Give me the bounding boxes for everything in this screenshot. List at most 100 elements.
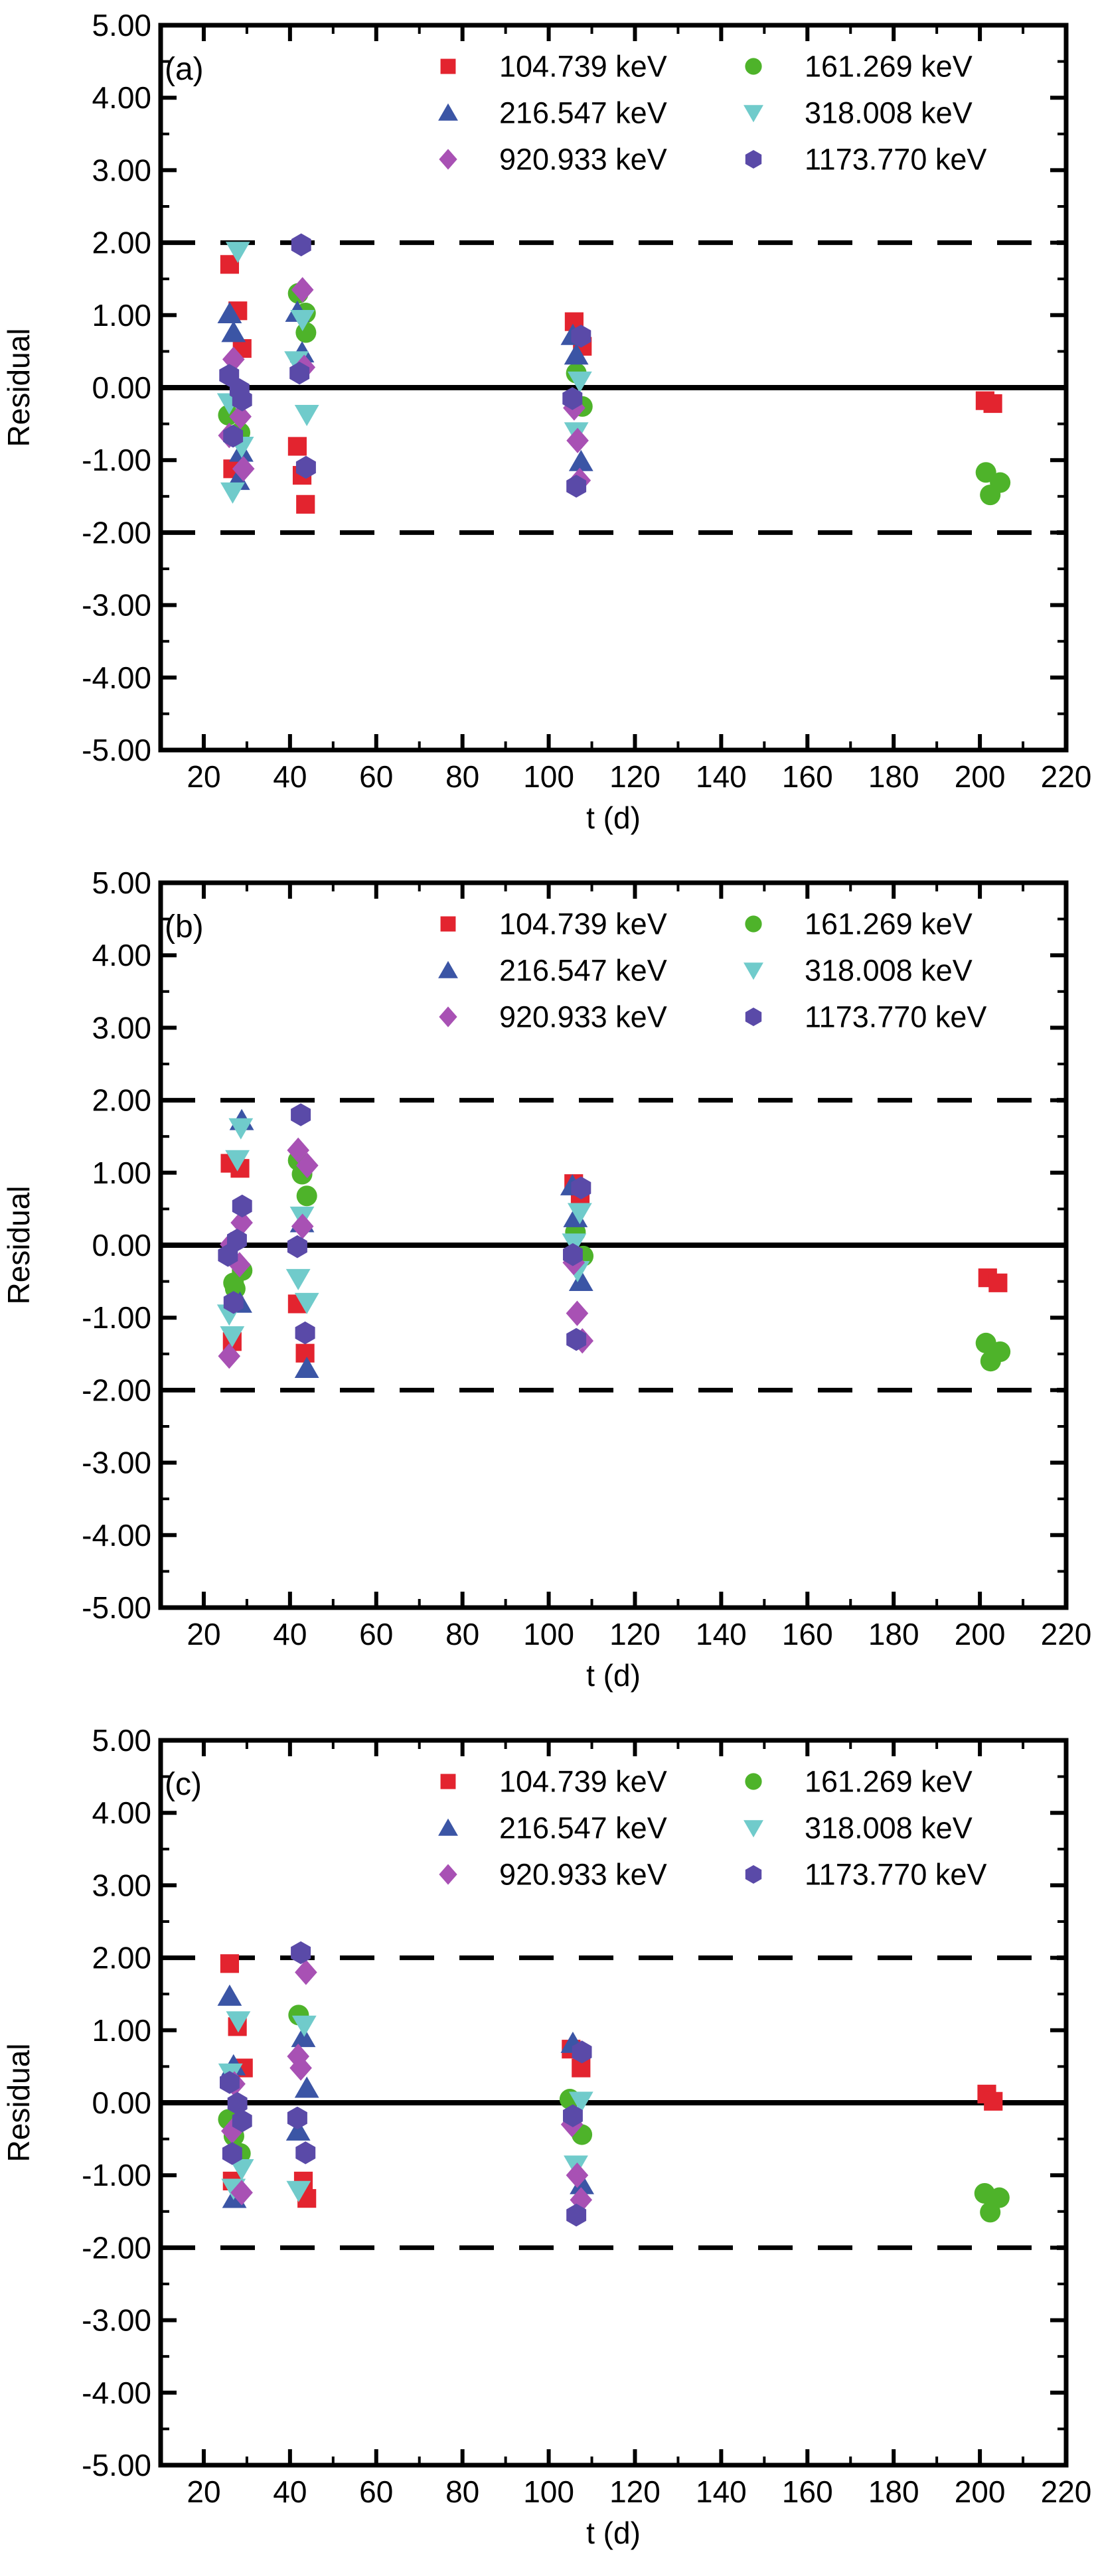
data-point bbox=[295, 2141, 316, 2164]
y-axis-tick-label: -1.00 bbox=[82, 1300, 151, 1335]
legend-label: 920.933 keV bbox=[499, 143, 667, 177]
data-point bbox=[975, 462, 996, 483]
data-point bbox=[232, 388, 252, 412]
data-point bbox=[568, 1270, 593, 1291]
legend-label: 216.547 keV bbox=[499, 96, 667, 130]
legend-label: 216.547 keV bbox=[499, 954, 667, 988]
data-point bbox=[285, 2119, 311, 2141]
y-axis-tick-label: 3.00 bbox=[92, 153, 151, 187]
panel-c: 5.00 4.00 3.00 2.00 1.00 0.00 -1.00 -2.00 -3.00 -… bbox=[1, 1723, 1091, 2550]
series-104-739-keV bbox=[220, 1154, 1008, 1363]
data-point bbox=[294, 1357, 319, 1379]
y-axis-tick-label: -3.00 bbox=[82, 1446, 151, 1480]
circle-legend-icon bbox=[745, 1773, 762, 1790]
y-axis-tick-label: 3.00 bbox=[92, 1868, 151, 1902]
y-axis-tick-label: 2.00 bbox=[92, 1941, 151, 1975]
x-axis-tick-label: 100 bbox=[523, 2474, 574, 2509]
series-161-269-keV bbox=[218, 283, 1011, 506]
x-axis-tick-label: 20 bbox=[187, 759, 220, 794]
data-point bbox=[226, 2011, 251, 2033]
series-920-933-keV bbox=[221, 1959, 593, 2213]
data-point bbox=[225, 1150, 250, 1172]
series-216-547-keV bbox=[217, 1984, 594, 2208]
data-point bbox=[286, 2180, 311, 2202]
y-axis-tick-label: 2.00 bbox=[92, 226, 151, 260]
y-axis-tick-label: 5.00 bbox=[92, 1723, 151, 1758]
x-axis-label: t (d) bbox=[586, 2516, 641, 2550]
legend-item-216-547-keV: 216.547 keV bbox=[438, 96, 667, 130]
diamond-legend-icon bbox=[439, 149, 457, 170]
x-axis-tick-label: 20 bbox=[187, 2474, 220, 2509]
data-point bbox=[295, 322, 317, 343]
series-161-269-keV bbox=[223, 1150, 1011, 1372]
data-point bbox=[980, 2202, 1001, 2223]
data-point bbox=[287, 2106, 307, 2130]
triangle-up-legend-icon bbox=[438, 960, 458, 978]
x-axis-tick-label: 40 bbox=[273, 759, 307, 794]
data-point bbox=[572, 2040, 592, 2064]
legend-item-161-269-keV: 161.269 keV bbox=[745, 907, 973, 941]
triangle-down-legend-icon bbox=[744, 105, 763, 123]
hexagon-legend-icon bbox=[745, 150, 762, 169]
data-point bbox=[218, 1343, 241, 1369]
y-axis-tick-label: 5.00 bbox=[92, 866, 151, 900]
data-point bbox=[228, 1118, 254, 1140]
data-point bbox=[988, 1273, 1008, 1292]
series-318-008-keV bbox=[216, 242, 592, 504]
x-axis-tick-label: 160 bbox=[782, 759, 833, 794]
y-axis-tick-label: 1.00 bbox=[92, 2013, 151, 2048]
legend-label: 161.269 keV bbox=[805, 1765, 973, 1799]
legend-item-216-547-keV: 216.547 keV bbox=[438, 954, 667, 988]
panel-label: (c) bbox=[165, 1767, 202, 1802]
x-axis-tick-label: 80 bbox=[445, 1617, 479, 1651]
data-point bbox=[218, 1244, 238, 1267]
data-point bbox=[222, 2142, 242, 2165]
legend-item-318-008-keV: 318.008 keV bbox=[744, 96, 973, 130]
data-point bbox=[566, 1300, 589, 1326]
data-point bbox=[566, 1327, 587, 1351]
x-axis-tick-label: 160 bbox=[782, 1617, 833, 1651]
data-point bbox=[562, 387, 583, 410]
series-1173-770-keV bbox=[220, 1941, 592, 2227]
legend-item-920-933-keV: 920.933 keV bbox=[439, 143, 667, 177]
triangle-down-legend-icon bbox=[744, 962, 763, 980]
data-point bbox=[227, 1229, 247, 1252]
legend-label: 1173.770 keV bbox=[805, 1000, 986, 1034]
legend-label: 161.269 keV bbox=[805, 50, 973, 84]
legend-label: 104.739 keV bbox=[499, 1765, 667, 1799]
legend-item-1173-770-keV: 1173.770 keV bbox=[745, 143, 986, 177]
data-point bbox=[220, 1954, 240, 1973]
series-1173-770-keV bbox=[218, 1103, 591, 1351]
legend-label: 161.269 keV bbox=[805, 907, 973, 941]
data-point bbox=[291, 277, 314, 303]
data-point bbox=[567, 371, 592, 393]
data-point bbox=[217, 1984, 242, 2006]
data-point bbox=[227, 2091, 248, 2115]
legend-label: 318.008 keV bbox=[805, 954, 973, 988]
legend-label: 104.739 keV bbox=[499, 907, 667, 941]
data-point bbox=[221, 2118, 244, 2144]
data-point bbox=[291, 2015, 317, 2037]
x-axis-tick-label: 200 bbox=[955, 759, 1006, 794]
data-point bbox=[287, 2043, 309, 2070]
y-axis-tick-label: -1.00 bbox=[82, 2158, 151, 2192]
series-104-739-keV bbox=[220, 255, 1002, 514]
hexagon-legend-icon bbox=[745, 1865, 762, 1884]
y-axis-tick-label: 0.00 bbox=[92, 1228, 151, 1262]
legend-item-161-269-keV: 161.269 keV bbox=[745, 1765, 973, 1799]
data-point bbox=[568, 449, 593, 471]
x-axis-tick-label: 160 bbox=[782, 2474, 833, 2509]
x-axis-tick-label: 140 bbox=[696, 1617, 747, 1651]
y-axis-tick-label: -5.00 bbox=[82, 1590, 151, 1625]
data-point bbox=[295, 1959, 317, 1985]
data-point bbox=[566, 475, 587, 498]
x-axis-tick-label: 180 bbox=[868, 1617, 919, 1651]
data-point bbox=[568, 2091, 593, 2113]
x-axis-label: t (d) bbox=[586, 800, 641, 835]
series-920-933-keV bbox=[218, 1137, 594, 1369]
x-axis-tick-label: 100 bbox=[523, 1617, 574, 1651]
x-axis-tick-label: 120 bbox=[609, 759, 661, 794]
data-point bbox=[228, 1252, 251, 1278]
legend-label: 920.933 keV bbox=[499, 1000, 667, 1034]
